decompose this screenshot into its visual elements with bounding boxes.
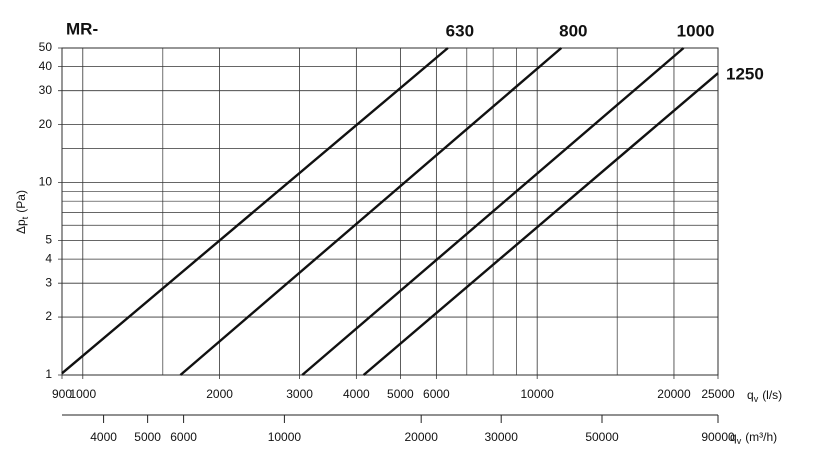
x-label-symbol: q	[747, 388, 754, 402]
x-tick-label: 5000	[387, 387, 414, 401]
x-tick-label: 20000	[657, 387, 691, 401]
y-axis-label: Δpt (Pa)	[14, 190, 30, 234]
series-label: 800	[559, 21, 587, 40]
y-tick-label: 5	[45, 233, 52, 247]
y-tick-label: 20	[39, 117, 53, 131]
y-tick-label: 30	[39, 83, 53, 97]
x2-tick-label: 10000	[268, 430, 302, 444]
x-tick-label: 3000	[286, 387, 313, 401]
x2-tick-label: 20000	[405, 430, 439, 444]
x2-tick-label: 30000	[485, 430, 519, 444]
x2-tick-label: 6000	[170, 430, 197, 444]
x2-tick-label: 4000	[90, 430, 117, 444]
curve	[61, 47, 449, 375]
series-label: 1250	[726, 65, 764, 84]
x-tick-label: 25000	[701, 387, 735, 401]
y-tick-label: 40	[39, 59, 53, 73]
curve	[301, 47, 685, 376]
x-tick-label: 2000	[206, 387, 233, 401]
y-tick-label: 4	[45, 251, 52, 265]
y-tick-label: 10	[39, 175, 53, 189]
x2-tick-label: 50000	[585, 430, 619, 444]
x2-label-symbol: q	[730, 430, 737, 444]
x-label-unit: (l/s)	[762, 388, 782, 402]
x-tick-label: 6000	[423, 387, 450, 401]
y-tick-label: 50	[39, 40, 53, 54]
y-tick-label: 1	[45, 367, 52, 381]
x2-tick-label: 5000	[134, 430, 161, 444]
y-label-symbol: Δp	[14, 219, 28, 234]
curve	[179, 47, 563, 376]
chart-title: MR-	[66, 19, 98, 38]
y-tick-label: 2	[45, 309, 52, 323]
x-tick-label: 1000	[69, 387, 96, 401]
x2-label-sub: v	[737, 436, 742, 446]
x2-label-unit: (m³/h)	[745, 430, 777, 444]
x-tick-label: 900	[52, 387, 72, 401]
x-label-sub: v	[754, 394, 759, 404]
series-label: 1000	[677, 21, 715, 40]
y-tick-label: 3	[45, 275, 52, 289]
x-tick-label: 10000	[520, 387, 554, 401]
x2-tick-label: 90000	[701, 430, 735, 444]
x-tick-label: 4000	[343, 387, 370, 401]
x-axis-label: qv (l/s)	[747, 388, 782, 404]
x2-axis-label: qv (m³/h)	[730, 430, 777, 446]
y-label-sub: t	[20, 216, 30, 219]
curve	[362, 72, 719, 376]
series-label: 630	[446, 21, 474, 40]
y-label-unit: (Pa)	[14, 190, 28, 213]
